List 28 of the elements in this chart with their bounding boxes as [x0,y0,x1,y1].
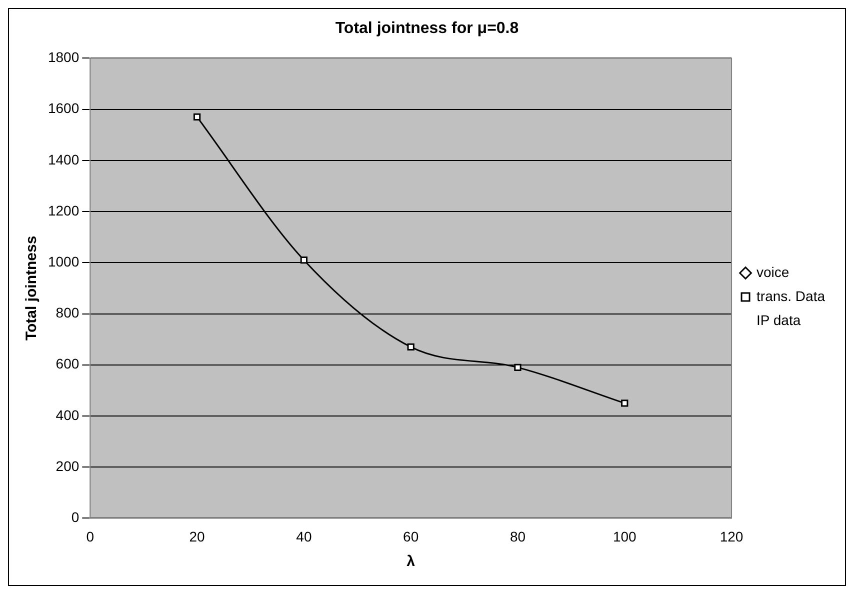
point [300,256,308,264]
x-tick-label: 60 [403,528,419,544]
x-tick-label: 80 [510,528,526,544]
y-tick-label: 400 [56,406,80,423]
point [621,400,628,407]
x-axis-title: λ [406,553,416,570]
y-tick-label: 800 [56,304,80,321]
point [514,364,522,371]
y-tick-label: 1400 [48,151,80,168]
y-tick-label: 1000 [48,254,80,270]
point [193,113,201,121]
x-tick-label: 20 [189,528,206,544]
y-axis-title: Total jointness [23,236,40,341]
x-tick-label: 100 [612,528,637,544]
text: IP data [756,312,801,328]
legend-label: trans. Data [756,288,826,304]
point [407,343,414,351]
y-tick-label: 200 [56,458,80,474]
x-tick-label: 0 [86,528,94,544]
y-tick-label: 1600 [48,100,80,116]
y-tick-label: 1200 [48,202,80,218]
y-tick-label: 1800 [48,49,80,66]
legend-label: voice [756,264,790,280]
chart-title: Total jointness for μ=0.8 [335,20,519,38]
y-tick-label: 0 [71,509,80,526]
y-tick-label: 600 [56,356,80,372]
x-tick-label: 120 [720,528,744,544]
x-tick-label: 40 [296,528,312,544]
